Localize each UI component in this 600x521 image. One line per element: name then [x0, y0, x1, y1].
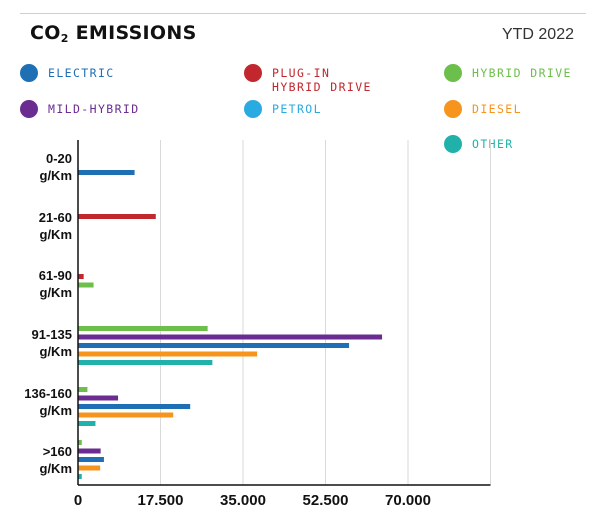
legend-label-diesel: DIESEL — [472, 102, 522, 116]
legend-item-electric: ELECTRIC — [20, 64, 115, 86]
legend-item-plug-in-hybrid: PLUG-IN HYBRID DRIVE — [244, 64, 372, 94]
legend-swatch-mild-hybrid — [20, 100, 38, 118]
legend-swatch-other — [444, 135, 462, 153]
legend-label-petrol: PETROL — [272, 102, 322, 116]
bar-electric — [78, 457, 104, 462]
legend-item-mild-hybrid: MILD-HYBRID — [20, 100, 140, 122]
category-label-21-60: 21-60 g/Km — [38, 210, 72, 242]
bar-electric — [78, 343, 350, 348]
legend-item-petrol: PETROL — [244, 100, 322, 122]
x-tick-label: 52.500 — [303, 492, 349, 509]
bar-plug_in_hybrid — [78, 274, 84, 279]
bar-hybrid — [78, 326, 208, 331]
bar-diesel — [78, 351, 258, 357]
bar-other — [78, 474, 82, 479]
legend-swatch-petrol — [244, 100, 262, 118]
x-tick-label: 0 — [74, 492, 82, 509]
bar-other — [78, 421, 96, 426]
bar-hybrid — [78, 387, 88, 392]
bar-hybrid — [78, 440, 82, 445]
legend-label-other: OTHER — [472, 137, 514, 151]
category-label-91-135: 91-135 g/Km — [31, 327, 72, 359]
legend-item-other: OTHER — [444, 135, 514, 157]
x-tick-label: 35.000 — [220, 492, 266, 509]
bar-diesel — [78, 412, 174, 418]
chart-title: CO2 EMISSIONS — [30, 22, 197, 45]
bar-diesel — [78, 465, 101, 471]
legend-item-hybrid: HYBRID DRIVE — [444, 64, 572, 86]
bar-hybrid — [78, 282, 94, 288]
title-subscript: 2 — [60, 32, 69, 45]
bar-plug_in_hybrid — [78, 214, 156, 219]
legend-item-diesel: DIESEL — [444, 100, 522, 122]
legend-label-mild-hybrid: MILD-HYBRID — [48, 102, 140, 116]
top-divider — [20, 13, 586, 14]
legend-swatch-diesel — [444, 100, 462, 118]
bar-mild_hybrid — [78, 395, 119, 401]
title-main: CO — [30, 22, 61, 44]
legend-swatch-plug-in-hybrid — [244, 64, 262, 82]
bar-electric — [78, 170, 135, 175]
category-label-0-20: 0-20 g/Km — [39, 151, 73, 183]
period-label: YTD 2022 — [501, 26, 574, 43]
legend-label-electric: ELECTRIC — [48, 66, 115, 80]
category-label-61-90: 61-90 g/Km — [38, 268, 72, 300]
legend-swatch-electric — [20, 64, 38, 82]
x-tick-label: 70.000 — [385, 492, 431, 509]
legend-swatch-hybrid — [444, 64, 462, 82]
legend-label-hybrid: HYBRID DRIVE — [472, 66, 572, 80]
bar-mild_hybrid — [78, 448, 101, 454]
legend-label-plug-in-hybrid: PLUG-IN HYBRID DRIVE — [272, 66, 372, 94]
bar-other — [78, 360, 213, 365]
bar-electric — [78, 404, 191, 409]
bar-mild_hybrid — [78, 334, 383, 340]
x-tick-label: 17.500 — [138, 492, 184, 509]
title-rest: EMISSIONS — [68, 22, 197, 44]
category-label-136-160: 136-160 g/Km — [24, 386, 72, 418]
category-label-over-160: >160 g/Km — [39, 444, 73, 476]
